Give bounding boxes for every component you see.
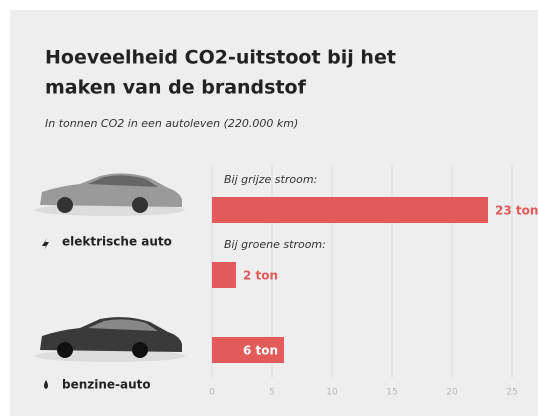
x-tick-label: 20 (446, 388, 458, 398)
car-icon (35, 317, 185, 389)
x-tick-label: 0 (209, 388, 215, 398)
x-tick-label: 10 (326, 388, 338, 398)
bar (212, 262, 236, 288)
chart-title: maken van de brandstof (45, 77, 307, 99)
group-label: elektrische auto (62, 235, 172, 249)
bar (212, 197, 488, 223)
value-label: 6 ton (243, 344, 278, 358)
car-icon (35, 173, 185, 250)
chart-title: Hoeveelheid CO2-uitstoot bij het (45, 47, 396, 69)
value-label: 23 ton (495, 204, 538, 218)
category-label: Bij groene stroom: (224, 238, 326, 251)
value-label: 2 ton (243, 269, 278, 283)
bar (212, 337, 284, 363)
chart-subtitle: In tonnen CO2 in een autoleven (220.000 … (45, 117, 298, 130)
x-tick-label: 15 (386, 388, 397, 398)
group-label: benzine-auto (62, 378, 151, 392)
x-tick-label: 5 (269, 388, 275, 398)
category-label: Bij grijze stroom: (224, 173, 317, 186)
x-tick-label: 25 (506, 388, 517, 398)
